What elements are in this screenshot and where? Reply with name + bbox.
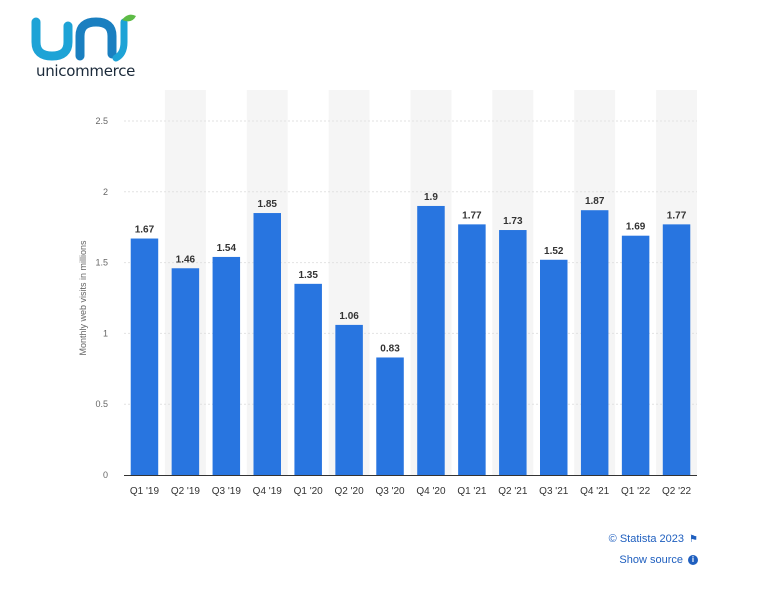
x-tick-label: Q1 '22 [621, 486, 651, 497]
x-tick-label: Q4 '19 [253, 486, 283, 497]
data-labels: 1.67 1.46 1.54 1.85 1.35 1.06 0.83 1.9 1.77 1.73 1… [135, 192, 687, 355]
x-tick-label: Q1 '21 [457, 486, 487, 497]
statista-credit[interactable]: © Statista 2023 ⚑ [609, 533, 698, 545]
data-label: 1.69 [626, 222, 646, 233]
data-label: 1.73 [503, 216, 523, 227]
y-tick-label: 0.5 [95, 399, 108, 409]
data-label: 1.85 [258, 199, 278, 210]
data-label: 1.77 [667, 210, 687, 221]
x-tick-label: Q3 '21 [539, 486, 569, 497]
bar[interactable] [499, 230, 527, 475]
x-tick-label: Q4 '20 [416, 486, 446, 497]
x-axis-ticks: Q1 '19 Q2 '19 Q3 '19 Q4 '19 Q1 '20 Q2 '20 Q3 '… [130, 486, 692, 497]
bar[interactable] [130, 238, 159, 475]
bar[interactable] [540, 259, 568, 475]
x-tick-label: Q1 '20 [294, 486, 324, 497]
data-label: 1.06 [339, 311, 359, 322]
unicommerce-logo: unicommerce [30, 14, 150, 80]
bar[interactable] [253, 213, 282, 476]
data-label: 1.52 [544, 246, 564, 257]
bar[interactable] [580, 210, 609, 475]
x-tick-label: Q3 '19 [212, 486, 242, 497]
credit-text: © Statista 2023 [608, 533, 685, 545]
logo-wordmark: unicommerce [36, 62, 136, 80]
y-axis-ticks: 0 0.5 1 1.5 2 2.5 [95, 116, 108, 480]
x-tick-label: Q4 '21 [580, 486, 610, 497]
data-label: 0.83 [380, 343, 400, 354]
y-tick-label: 1 [103, 328, 108, 338]
data-label: 1.67 [135, 225, 155, 236]
y-tick-label: 1.5 [95, 258, 108, 268]
data-label: 1.87 [585, 196, 605, 207]
bar[interactable] [458, 224, 486, 475]
data-label: 1.46 [176, 254, 196, 265]
y-tick-label: 2 [103, 187, 108, 197]
bar[interactable] [662, 224, 691, 475]
bar[interactable] [417, 205, 445, 475]
bar[interactable] [294, 283, 322, 475]
y-axis-label: Monthly web visits in millions [78, 240, 88, 356]
bar[interactable] [335, 324, 363, 475]
y-tick-label: 0 [103, 470, 108, 480]
bar[interactable] [621, 235, 650, 475]
bar[interactable] [171, 268, 200, 475]
show-source-text: Show source [619, 554, 683, 566]
x-tick-label: Q2 '22 [662, 486, 692, 497]
flag-icon: ⚑ [689, 534, 698, 545]
x-tick-label: Q2 '19 [171, 486, 201, 497]
x-tick-label: Q3 '20 [375, 486, 405, 497]
x-tick-label: Q2 '21 [498, 486, 528, 497]
show-source-link[interactable]: Show source i [619, 554, 698, 566]
data-label: 1.77 [462, 210, 482, 221]
data-label: 1.35 [298, 270, 318, 281]
info-icon: i [688, 555, 698, 565]
unicommerce-logo-mark-icon [31, 14, 136, 62]
x-tick-label: Q2 '20 [335, 486, 365, 497]
data-label: 1.9 [424, 192, 438, 203]
chart-bars [130, 205, 691, 476]
x-tick-label: Q1 '19 [130, 486, 160, 497]
y-tick-label: 2.5 [95, 116, 108, 126]
bar[interactable] [212, 256, 241, 475]
bar[interactable] [376, 357, 404, 475]
data-label: 1.54 [217, 243, 237, 254]
